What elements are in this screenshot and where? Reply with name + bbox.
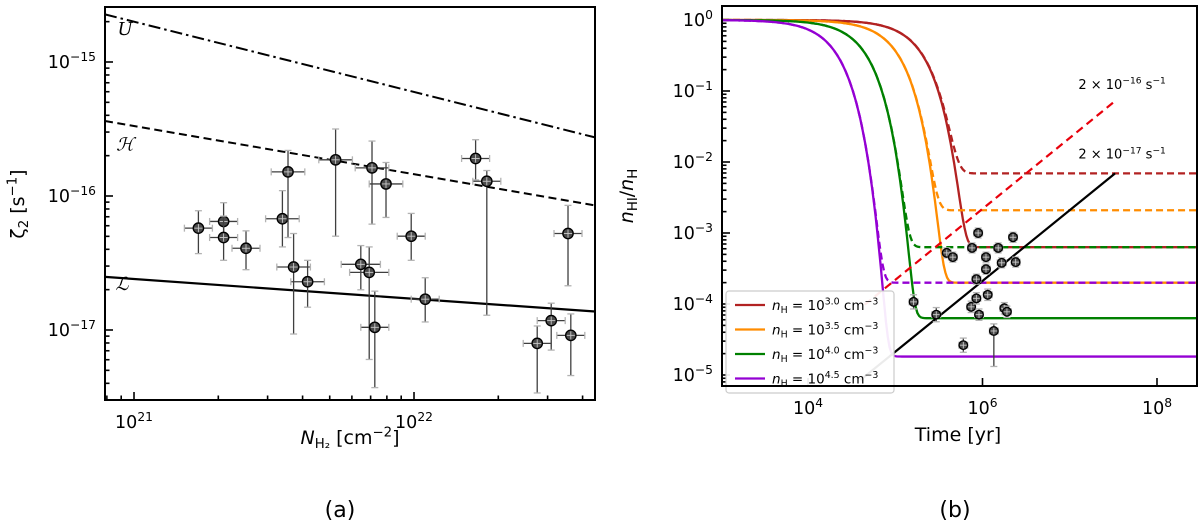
x-tick-label: 104 [793, 396, 823, 419]
data-point [276, 232, 312, 335]
y-tick-label: 10−5 [673, 363, 713, 386]
data-point [973, 227, 984, 239]
data-point [522, 325, 552, 394]
zeta-2e-16-line [864, 101, 1115, 306]
legend-label: nH = 104.5 cm−3 [772, 370, 878, 389]
caption-b: (b) [939, 498, 971, 523]
data-point [340, 244, 382, 291]
x-tick-label: 108 [1142, 396, 1172, 419]
data-point [966, 300, 977, 314]
data-point [971, 273, 982, 285]
nH-10e4.0-solid [722, 18, 1197, 320]
data-point [472, 169, 502, 316]
plot-border-a [104, 6, 596, 401]
zeta-2e-16-label: 2 × 10−16 s−1 [1078, 77, 1166, 93]
zeta-2e-17-label: 2 × 10−17 s−1 [1078, 146, 1166, 162]
data-point [270, 149, 306, 239]
caption-a: (a) [324, 498, 356, 523]
data-point [231, 230, 261, 271]
legend-box [725, 290, 895, 394]
model-L [104, 275, 596, 313]
model-U-label: U [117, 19, 133, 40]
y-tick-label: 10−17 [48, 318, 96, 341]
y-tick-label: 10−3 [673, 221, 713, 244]
data-point [360, 290, 390, 389]
nH-10e3.5-dashed [721, 18, 1197, 212]
data-point [1001, 305, 1012, 319]
data-point [368, 161, 404, 219]
y-tick-label: 10−16 [48, 184, 96, 207]
data-points-a [183, 128, 586, 394]
zeta-2e-17-line [859, 172, 1116, 381]
axes-b: 104 106 108 100 10−1 10−2 10−3 10−4 10−5 [673, 8, 1172, 419]
data-point [982, 288, 993, 302]
y-tick-label: 10−4 [673, 292, 714, 315]
model-U [104, 13, 596, 139]
data-point [967, 242, 978, 254]
data-point [183, 210, 214, 255]
x-tick-label: 106 [967, 396, 997, 419]
data-point [264, 189, 300, 248]
model-H [104, 120, 596, 207]
data-point [556, 313, 586, 377]
y-tick-label: 10−15 [48, 50, 96, 73]
y-tick-label: 100 [683, 8, 713, 31]
data-point [460, 139, 491, 181]
data-point [908, 294, 919, 310]
x-axis-title-a: NH₂ [cm−2] [300, 425, 399, 452]
data-point [396, 212, 426, 261]
data-point [1008, 231, 1019, 243]
data-point [993, 242, 1004, 254]
y-tick-label: 10−1 [673, 79, 713, 102]
data-point [947, 251, 958, 263]
data-point [931, 306, 942, 323]
data-point [290, 259, 326, 308]
data-point [354, 140, 390, 225]
data-point [1010, 256, 1021, 268]
data-point [410, 277, 440, 323]
data-point [980, 263, 992, 275]
legend-label: nH = 104.0 cm−3 [772, 346, 878, 365]
plot-border-b [721, 5, 1198, 387]
y-axis-title-a: ζ2 [s−1] [5, 169, 32, 238]
panel-b: 104 106 108 100 10−1 10−2 10−3 10−4 10−5 Time [yr… [616, 5, 1198, 446]
x-tick-label: 1021 [115, 410, 153, 433]
data-point [208, 215, 239, 261]
x-tick-label: 1022 [395, 410, 433, 433]
data-point [980, 251, 992, 263]
axes-a: 1021 1022 10−15 10−16 10−17 [48, 20, 584, 433]
data-points-b [908, 227, 1021, 368]
x-axis-title-b: Time [yr] [914, 424, 1001, 446]
data-point [958, 337, 969, 353]
data-point [988, 323, 999, 368]
data-point [348, 246, 390, 361]
data-point [553, 204, 583, 287]
legend: nH = 103.0 cm−3 nH = 103.5 cm−3 nH = 104.0… [725, 290, 895, 394]
nH-10e4.5-dashed [721, 19, 1197, 284]
model-L-label: ℒ [115, 274, 129, 295]
y-axis-title-b: nHI/nH [616, 169, 641, 223]
panel-a: 1021 1022 10−15 10−16 10−17 NH₂ [cm−2] ζ2 [s−1… [5, 6, 596, 452]
data-point [973, 308, 985, 321]
y-tick-label: 10−2 [673, 150, 713, 173]
legend-label: nH = 103.0 cm−3 [772, 297, 878, 316]
nH-10e3.0-solid [722, 18, 1197, 249]
data-point [971, 291, 982, 305]
model-H-label: ℋ [116, 134, 137, 155]
data-point [318, 128, 354, 237]
legend-label: nH = 103.5 cm−3 [772, 321, 878, 340]
data-point [536, 302, 566, 351]
data-point [996, 257, 1007, 269]
nH-10e4.0-dashed [722, 18, 1197, 249]
